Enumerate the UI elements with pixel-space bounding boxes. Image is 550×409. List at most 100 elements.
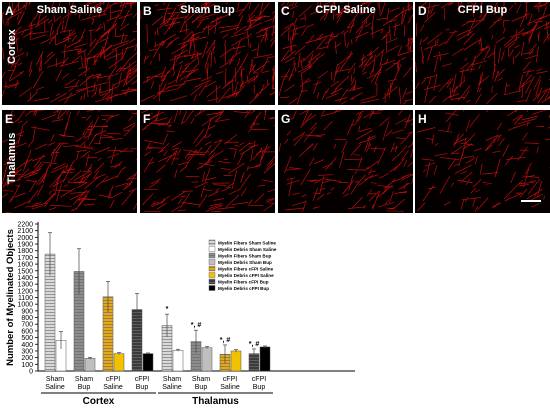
legend-swatch xyxy=(208,278,216,285)
y-tick-label: 300 xyxy=(21,348,33,355)
y-tick-label: 2100 xyxy=(17,228,33,235)
significance-annotation: *, # xyxy=(220,337,231,344)
category-label: Sham xyxy=(163,376,181,383)
category-label: Saline xyxy=(45,384,65,391)
legend-swatch xyxy=(208,272,216,278)
significance-annotation: *, # xyxy=(191,322,202,329)
myelin-fibers xyxy=(140,2,275,105)
legend-entry: Myelin Debris cFPI Bup xyxy=(218,286,269,291)
category-label: Bup xyxy=(78,384,91,391)
legend-swatch xyxy=(208,259,216,265)
category-label: Bup xyxy=(195,384,208,391)
fiber-stain-image xyxy=(141,110,275,213)
y-axis-label: Number of Myelinated Objects xyxy=(5,229,16,366)
y-tick-label: 2000 xyxy=(17,235,33,242)
y-tick-label: 500 xyxy=(21,335,33,342)
legend-entry: Myelin Fibers cFPI Bup xyxy=(218,280,269,285)
y-tick-label: 1600 xyxy=(17,262,33,269)
panel-title: CFPI Saline xyxy=(315,4,376,16)
y-tick-label: 700 xyxy=(21,322,33,329)
y-tick-label: 1200 xyxy=(17,288,33,295)
micrograph-panel-b: B Sham Bup xyxy=(140,2,275,105)
category-label: cFPI xyxy=(135,376,149,383)
y-tick-label: 1100 xyxy=(18,295,33,302)
panel-letter: E xyxy=(5,112,14,126)
myelin-fibers xyxy=(141,110,275,213)
panel-letter: G xyxy=(281,112,291,126)
category-label: Bup xyxy=(253,384,266,391)
fiber-stain-image xyxy=(2,2,137,104)
myelin-debris-bar xyxy=(113,353,125,372)
category-label: cFPI xyxy=(252,376,266,383)
legend-entry: Myelin Debris Sham Bup xyxy=(218,260,272,265)
y-tick-label: 1900 xyxy=(17,242,33,249)
legend-swatch xyxy=(208,246,216,252)
y-tick-label: 1800 xyxy=(17,248,33,255)
category-label: Sham xyxy=(75,376,93,383)
legend-swatch xyxy=(208,239,216,246)
category-label: Sham xyxy=(192,376,210,383)
fiber-stain-image xyxy=(417,110,550,213)
fiber-stain-image xyxy=(278,110,413,213)
y-tick-label: 1700 xyxy=(17,255,33,262)
myelin-fibers xyxy=(2,2,137,104)
panel-title: Sham Bup xyxy=(180,4,235,16)
panel-letter: A xyxy=(5,4,14,18)
panel-letter: F xyxy=(143,112,151,126)
y-tick-label: 1500 xyxy=(17,268,33,275)
fiber-stain-image xyxy=(415,2,550,104)
myelin-fibers xyxy=(278,110,413,213)
myelin-fibers xyxy=(415,2,550,104)
category-label: cFPI xyxy=(106,376,120,383)
myelin-fibers xyxy=(278,2,413,105)
significance-annotation: *, # xyxy=(249,341,260,348)
category-label: Saline xyxy=(103,384,123,391)
y-tick-label: 900 xyxy=(21,308,33,315)
myelin-debris-bar xyxy=(142,353,154,372)
y-tick-label: 200 xyxy=(21,355,33,362)
myelin-debris-bar xyxy=(172,350,184,372)
y-tick-label: 0 xyxy=(29,369,33,376)
category-label: Bup xyxy=(136,384,149,391)
micrograph-panel-g: G xyxy=(278,110,413,213)
legend-swatch xyxy=(208,285,216,291)
myelin-debris-bar xyxy=(230,350,242,372)
myelin-fibers xyxy=(417,110,550,213)
row-label: Thalamus xyxy=(6,132,18,184)
y-tick-label: 1400 xyxy=(17,275,33,282)
panel-title: CFPI Bup xyxy=(457,4,508,16)
y-tick-label: 2200 xyxy=(17,222,33,229)
panel-letter: C xyxy=(281,4,290,18)
category-label: cFPI xyxy=(223,376,237,383)
legend-entry: Myelin Debris cFPI Saline xyxy=(218,273,274,278)
micrograph-panel-c: C CFPI Saline xyxy=(278,2,413,105)
category-label: Saline xyxy=(162,384,182,391)
micrograph-panel-a: A Sham Saline Cortex xyxy=(2,2,137,105)
category-label: Sham xyxy=(46,376,64,383)
myelin-debris-bar xyxy=(259,346,271,372)
panel-title: Sham Saline xyxy=(36,4,103,16)
fiber-stain-image xyxy=(140,2,275,105)
fiber-stain-image xyxy=(2,110,137,213)
y-tick-label: 1000 xyxy=(17,302,33,309)
category-label: Saline xyxy=(220,384,240,391)
myelin-fibers xyxy=(2,110,137,213)
micrograph-panel-h: H xyxy=(415,110,550,213)
panel-letter: B xyxy=(143,4,152,18)
myelin-debris-bar xyxy=(201,347,213,372)
y-tick-label: 600 xyxy=(21,328,33,335)
fiber-stain-image xyxy=(278,2,413,105)
legend-entry: Myelin Fibers cFPI Saline xyxy=(218,267,274,272)
significance-annotation: * xyxy=(166,306,169,313)
y-tick-label: 400 xyxy=(21,342,33,349)
legend-entry: Myelin Fibers Sham Saline xyxy=(218,241,276,246)
myelin-debris-bar xyxy=(84,358,96,372)
legend-swatch xyxy=(208,265,216,272)
micrograph-panel-e: E Thalamus xyxy=(2,110,137,213)
bar-chart: 0100200300400500600700800900100011001200… xyxy=(5,222,355,407)
y-tick-label: 100 xyxy=(21,362,33,369)
micrograph-panel-f: F xyxy=(140,110,275,213)
scale-bar xyxy=(521,200,541,202)
micrograph-panel-d: D CFPI Bup xyxy=(415,2,550,105)
row-label: Cortex xyxy=(6,29,18,64)
